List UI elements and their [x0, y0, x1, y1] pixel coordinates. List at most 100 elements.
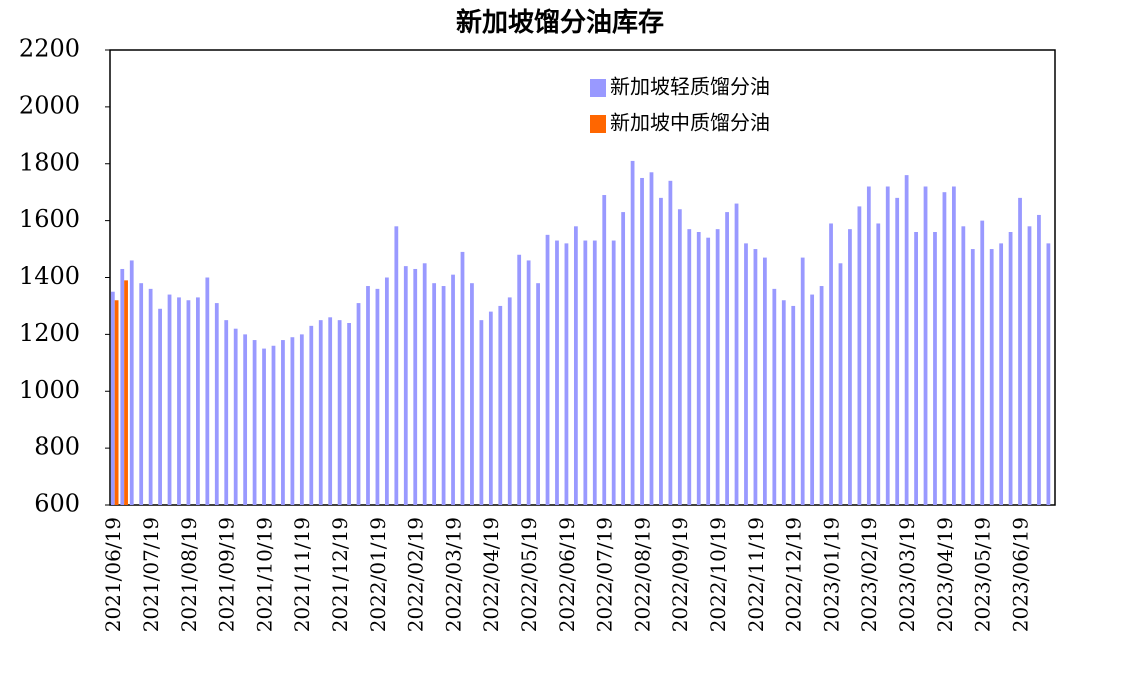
- bar: [781, 300, 786, 505]
- bar: [422, 263, 427, 505]
- bar: [139, 283, 144, 505]
- bar: [347, 323, 351, 505]
- bar: [838, 263, 843, 505]
- bar: [1027, 226, 1032, 505]
- legend-label: 新加坡中质馏分油: [610, 111, 770, 135]
- bar: [942, 192, 947, 505]
- x-tick-label: 2022/09/19: [668, 517, 692, 632]
- x-tick-label: 2022/05/19: [517, 517, 541, 632]
- x-tick-label: 2023/06/19: [1008, 517, 1032, 632]
- bar: [413, 268, 418, 505]
- bar: [715, 229, 720, 505]
- bar: [110, 291, 115, 505]
- bar: [158, 308, 162, 505]
- bar: [961, 226, 966, 505]
- bar: [299, 334, 304, 505]
- x-tick-label: 2023/04/19: [933, 517, 957, 632]
- bar: [177, 297, 181, 505]
- bar: [895, 197, 900, 505]
- bar: [914, 232, 918, 505]
- x-tick-label: 2023/02/19: [857, 517, 881, 632]
- x-tick-label: 2021/09/19: [215, 517, 239, 632]
- x-tick-label: 2023/05/19: [971, 517, 995, 632]
- y-tick-label: 1200: [19, 319, 80, 347]
- y-tick-label: 600: [34, 490, 80, 518]
- bar: [526, 260, 531, 505]
- bar: [167, 294, 172, 505]
- x-tick-label: 2023/03/19: [895, 517, 919, 632]
- bar: [951, 186, 956, 505]
- bar: [866, 186, 871, 505]
- bar: [375, 288, 380, 505]
- x-tick-label: 2021/12/19: [328, 517, 352, 632]
- bar: [630, 160, 635, 505]
- bar: [696, 232, 701, 505]
- bar: [271, 345, 276, 505]
- bar: [384, 277, 389, 505]
- x-tick-label: 2022/10/19: [706, 517, 730, 632]
- x-tick-label: 2022/03/19: [441, 517, 465, 632]
- bar: [885, 186, 890, 505]
- bar: [904, 175, 909, 505]
- bar: [1008, 232, 1013, 505]
- bar: [124, 280, 128, 505]
- bar: [592, 240, 597, 505]
- bar: [762, 257, 767, 505]
- bar: [687, 229, 692, 505]
- x-tick-label: 2022/01/19: [366, 517, 390, 632]
- bar: [583, 240, 588, 505]
- bar: [120, 268, 125, 505]
- bar: [725, 212, 729, 505]
- bar: [659, 197, 663, 505]
- x-tick-label: 2023/01/19: [819, 517, 843, 632]
- bar: [214, 303, 219, 505]
- bar: [800, 257, 805, 505]
- x-tick-label: 2022/07/19: [593, 517, 617, 632]
- bar: [148, 288, 153, 505]
- bar: [129, 260, 134, 505]
- bar: [810, 294, 815, 505]
- bar: [328, 317, 333, 505]
- x-tick-label: 2022/08/19: [630, 517, 654, 632]
- bar: [857, 206, 862, 505]
- bar: [470, 283, 474, 505]
- bar: [621, 212, 626, 505]
- y-tick-label: 800: [34, 433, 80, 461]
- bar: [564, 243, 569, 505]
- bar: [498, 305, 503, 505]
- bar: [706, 237, 711, 505]
- bar: [989, 249, 994, 505]
- bar: [281, 340, 285, 505]
- bar: [848, 229, 852, 505]
- bar: [186, 300, 191, 505]
- x-tick-label: 2021/06/19: [101, 517, 125, 632]
- bar: [1046, 243, 1051, 505]
- bar: [252, 340, 257, 505]
- bar: [933, 232, 937, 505]
- bar: [403, 266, 408, 505]
- bar: [668, 180, 673, 505]
- bar: [602, 195, 607, 505]
- legend-label: 新加坡轻质馏分油: [610, 75, 770, 99]
- bar: [262, 348, 266, 505]
- bar: [545, 234, 550, 505]
- bar: [649, 172, 654, 505]
- bar: [970, 249, 975, 505]
- bar: [677, 209, 682, 505]
- bar: [195, 297, 200, 505]
- bar: [536, 283, 540, 505]
- bar: [819, 286, 824, 505]
- bar: [744, 243, 748, 505]
- y-tick-label: 1400: [19, 262, 80, 290]
- bar: [923, 186, 928, 505]
- bar: [876, 223, 881, 505]
- bar: [243, 334, 248, 505]
- legend-swatch: [590, 115, 606, 133]
- y-tick-label: 1600: [19, 205, 80, 233]
- y-tick-label: 1800: [19, 148, 80, 176]
- bar: [791, 305, 796, 505]
- bar: [441, 286, 446, 505]
- bar: [290, 337, 295, 505]
- x-tick-label: 2022/06/19: [555, 517, 579, 632]
- bar: [114, 300, 119, 505]
